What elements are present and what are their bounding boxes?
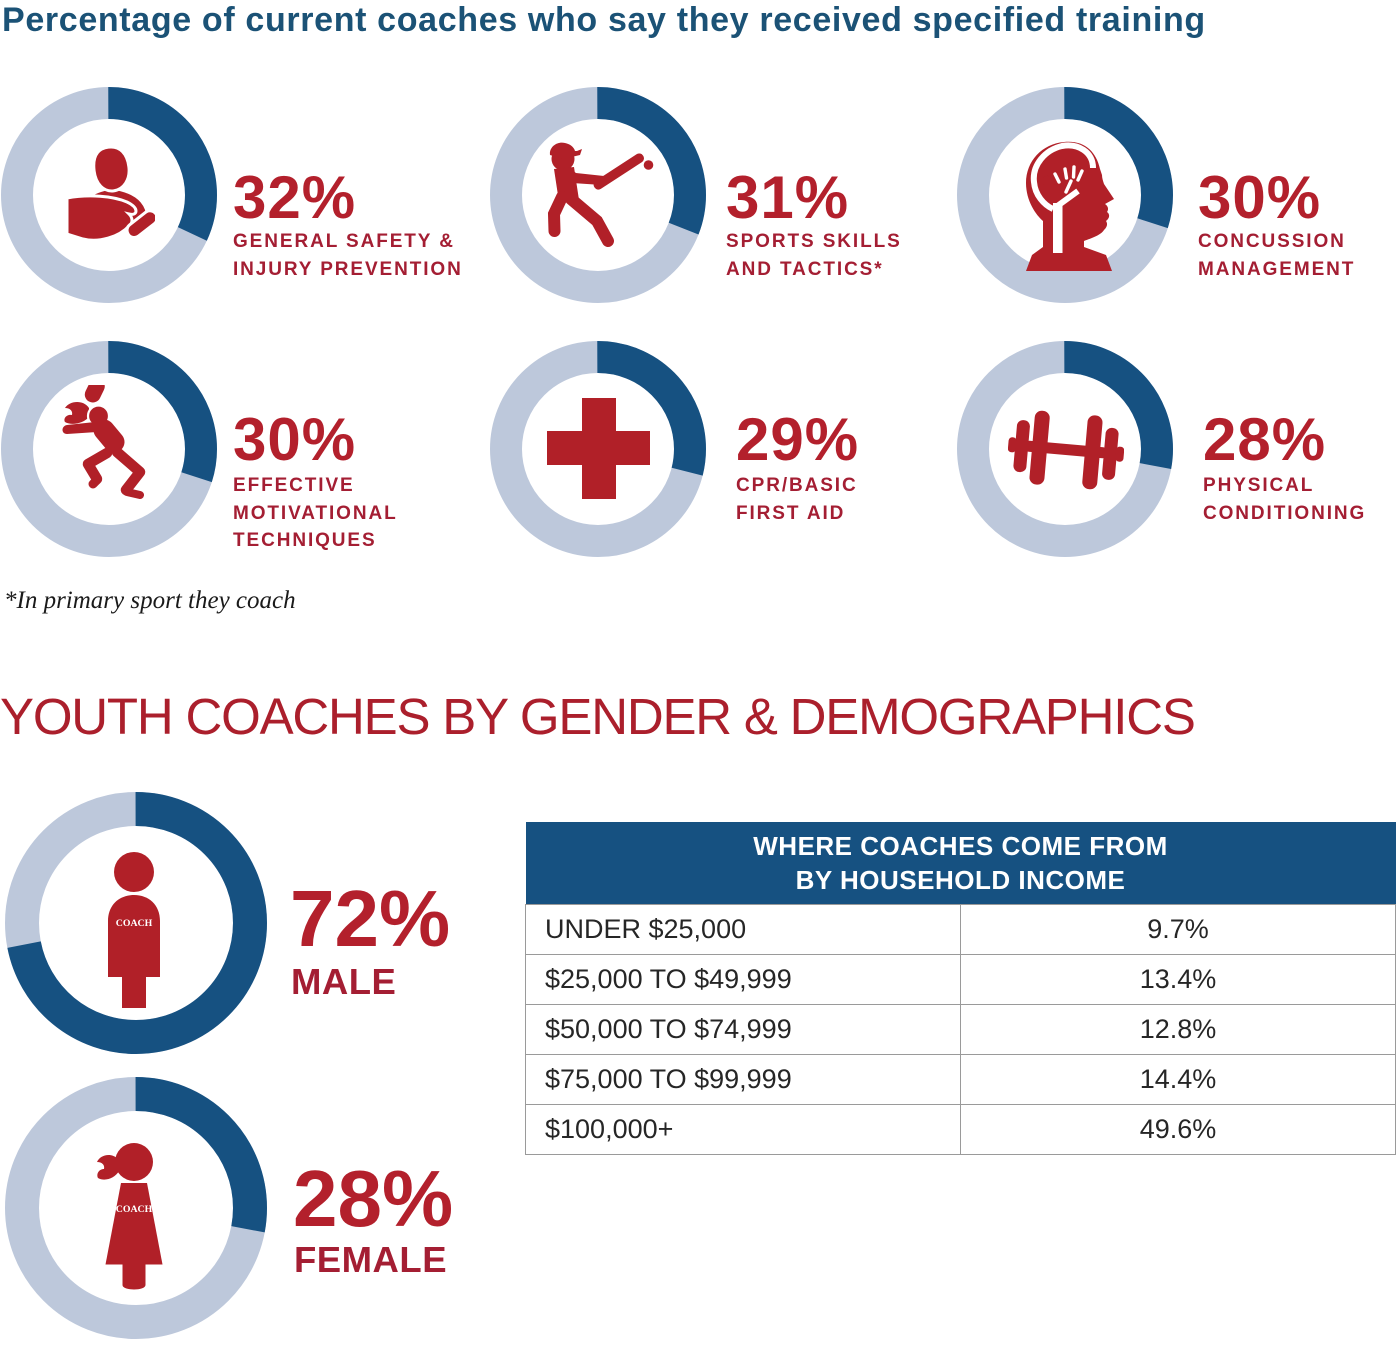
svg-text:COACH: COACH [116,1204,153,1215]
svg-text:COACH: COACH [116,918,153,929]
